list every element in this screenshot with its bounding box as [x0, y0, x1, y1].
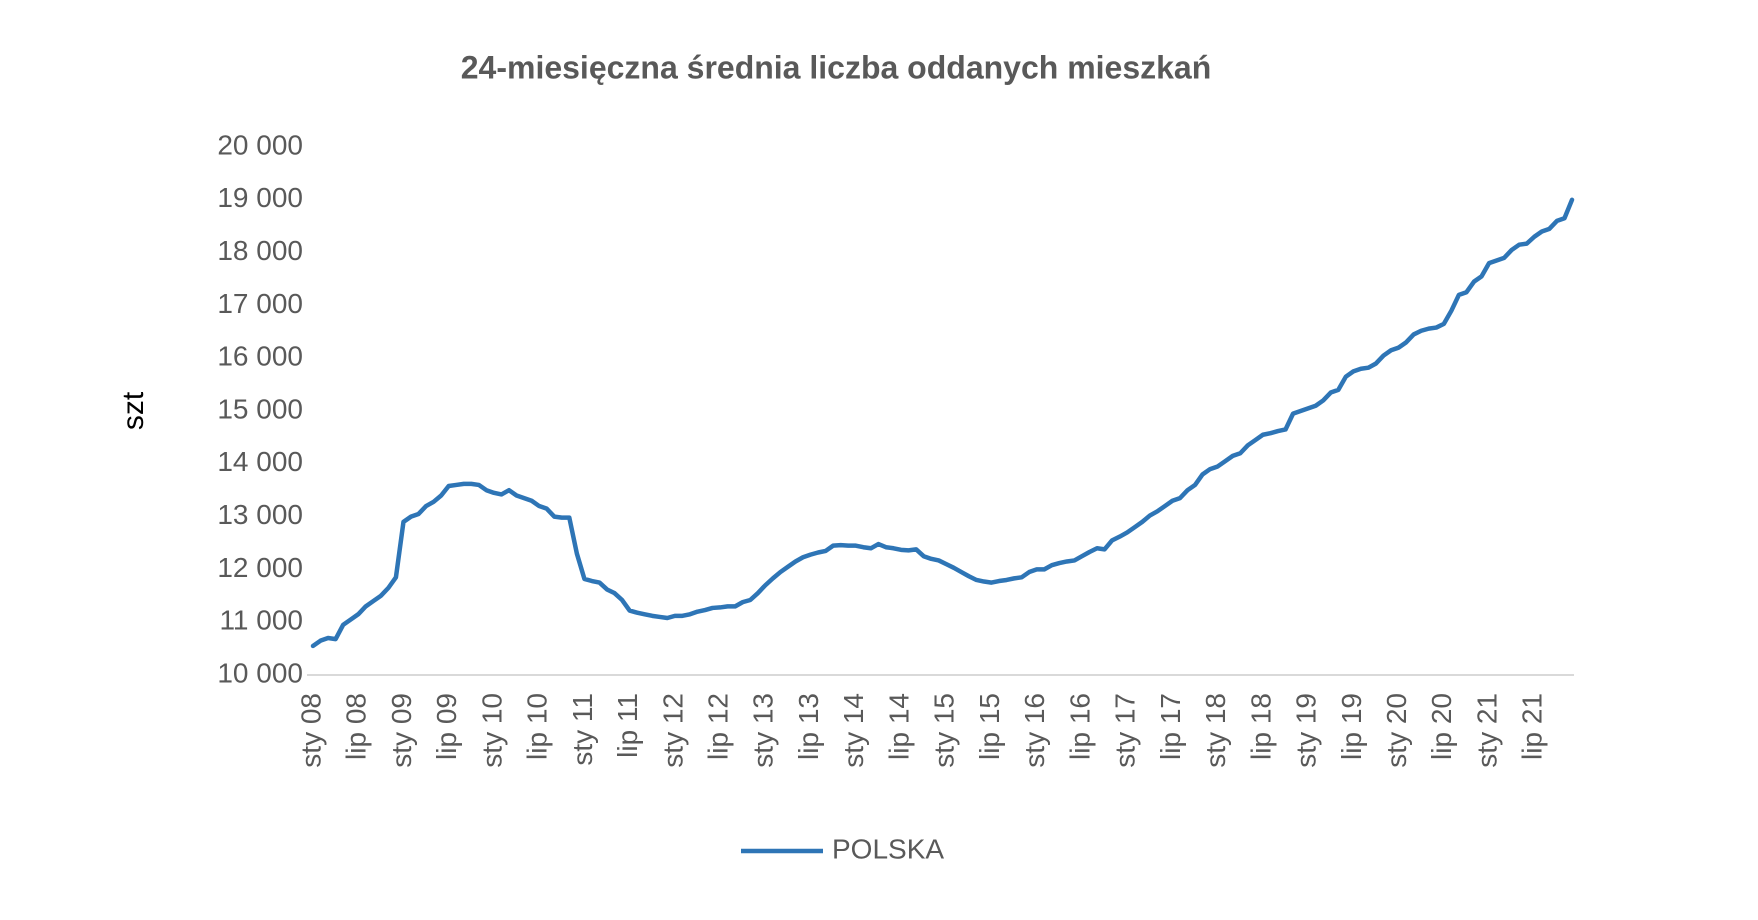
x-tick-label: lip 17 [1155, 693, 1186, 760]
x-tick-label: lip 10 [522, 693, 553, 760]
x-tick-label: lip 14 [883, 693, 914, 760]
y-tick-label: 15 000 [217, 393, 303, 424]
y-tick-label: 20 000 [217, 129, 303, 160]
x-tick-label: lip 15 [974, 693, 1005, 760]
y-tick-label: 17 000 [217, 288, 303, 319]
y-axis-title: szt [117, 391, 150, 430]
x-tick-label: lip 18 [1245, 693, 1276, 760]
y-tick-label: 13 000 [217, 499, 303, 530]
x-tick-label: sty 10 [476, 693, 507, 768]
x-tick-label: sty 16 [1019, 693, 1050, 768]
x-tick-label: sty 17 [1110, 693, 1141, 768]
chart-title: 24-miesięczna średnia liczba oddanych mi… [461, 49, 1212, 85]
x-tick-label: sty 15 [929, 693, 960, 768]
x-tick-label: sty 14 [838, 693, 869, 768]
x-tick-label: lip 08 [341, 693, 372, 760]
y-tick-label: 14 000 [217, 446, 303, 477]
legend-label: POLSKA [832, 833, 944, 864]
x-tick-label: sty 13 [748, 693, 779, 768]
x-tick-label: sty 08 [295, 693, 326, 768]
x-tick-label: lip 11 [612, 693, 643, 758]
x-tick-label: lip 20 [1426, 693, 1457, 760]
y-tick-label: 16 000 [217, 341, 303, 372]
x-tick-label: sty 20 [1381, 693, 1412, 768]
y-tick-label: 12 000 [217, 552, 303, 583]
x-tick-label: lip 09 [431, 693, 462, 760]
x-tick-label: sty 11 [567, 693, 598, 766]
x-tick-label: lip 12 [702, 693, 733, 760]
y-tick-label: 19 000 [217, 182, 303, 213]
line-series [310, 197, 1575, 649]
x-tick-label: sty 09 [386, 693, 417, 768]
x-tick-label: lip 16 [1064, 693, 1095, 760]
x-tick-label: lip 13 [793, 693, 824, 760]
x-tick-label: sty 19 [1291, 693, 1322, 768]
x-tick-label: lip 19 [1336, 693, 1367, 760]
x-tick-label: sty 12 [657, 693, 688, 768]
y-tick-label: 10 000 [217, 657, 303, 688]
x-tick-label: sty 18 [1200, 693, 1231, 768]
x-tick-label: lip 21 [1517, 693, 1548, 760]
y-tick-label: 18 000 [217, 235, 303, 266]
x-tick-label: sty 21 [1471, 693, 1502, 768]
y-tick-label: 11 000 [219, 605, 303, 636]
